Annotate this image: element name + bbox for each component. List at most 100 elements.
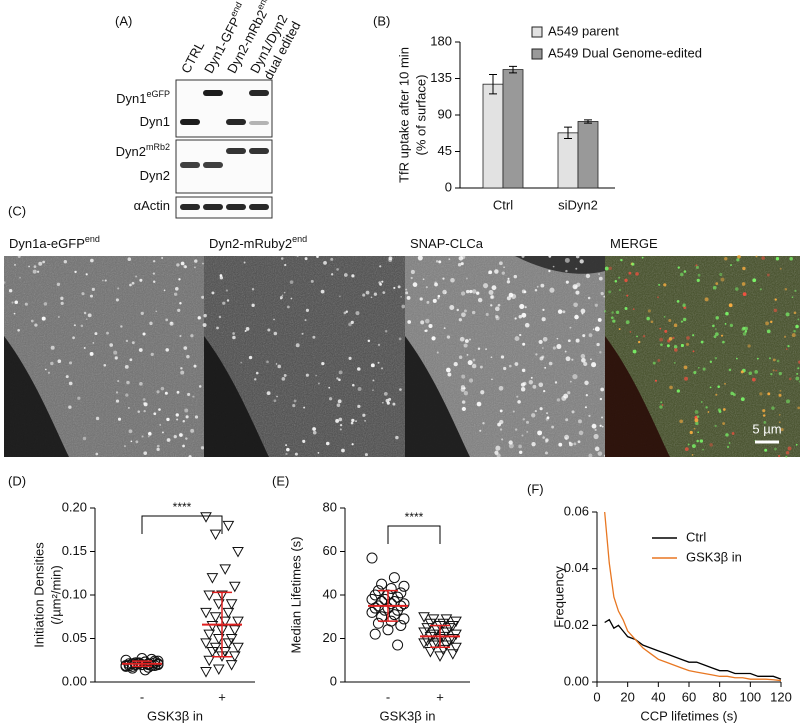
speckle bbox=[532, 384, 537, 389]
speckle bbox=[316, 255, 319, 258]
speckle bbox=[740, 397, 745, 402]
speckle bbox=[740, 370, 744, 374]
speckle bbox=[126, 380, 130, 385]
speckle bbox=[537, 430, 543, 436]
speckle bbox=[485, 312, 489, 316]
speckle bbox=[693, 370, 697, 375]
speckle bbox=[377, 361, 380, 364]
speckle bbox=[584, 406, 587, 409]
speckle bbox=[650, 320, 654, 324]
speckle bbox=[524, 306, 527, 309]
speckle bbox=[461, 400, 466, 404]
speckle bbox=[365, 290, 370, 295]
data-point bbox=[398, 598, 410, 610]
row-label-main: Dyn2 bbox=[116, 144, 146, 159]
speckle bbox=[190, 334, 194, 338]
image-label-main: Dyn1a-eGFP bbox=[9, 236, 85, 251]
speckle bbox=[522, 342, 526, 346]
speckle bbox=[466, 353, 469, 356]
data-point bbox=[222, 607, 235, 619]
speckle bbox=[102, 279, 104, 282]
speckle bbox=[614, 280, 618, 283]
y-tick-label: 0.05 bbox=[62, 630, 87, 645]
speckle bbox=[731, 432, 735, 435]
speckle bbox=[763, 420, 767, 424]
speckle bbox=[770, 373, 773, 376]
speckle bbox=[612, 319, 616, 323]
data-point bbox=[232, 547, 244, 558]
speckle bbox=[546, 412, 548, 415]
speckle bbox=[461, 312, 466, 318]
speckle bbox=[695, 421, 699, 426]
speckle bbox=[465, 289, 470, 294]
speckle bbox=[752, 278, 757, 283]
speckle bbox=[548, 269, 551, 273]
speckle bbox=[476, 401, 482, 407]
row-label: Dyn1 bbox=[140, 114, 170, 129]
speckle bbox=[435, 260, 439, 263]
speckle bbox=[294, 452, 298, 456]
speckle bbox=[143, 451, 148, 455]
speckle bbox=[434, 282, 438, 287]
speckle bbox=[255, 371, 259, 375]
speckle bbox=[724, 382, 726, 385]
speckle bbox=[92, 342, 95, 344]
speckle bbox=[518, 444, 522, 449]
speckle bbox=[87, 313, 92, 318]
speckle bbox=[715, 316, 719, 320]
speckle bbox=[169, 321, 174, 326]
speckle bbox=[578, 430, 584, 436]
data-point bbox=[232, 616, 244, 628]
speckle bbox=[180, 370, 185, 375]
speckle bbox=[479, 365, 483, 369]
speckle bbox=[277, 364, 282, 369]
speckle bbox=[629, 331, 632, 333]
speckle bbox=[114, 356, 119, 360]
speckle bbox=[422, 278, 425, 281]
y-tick-label: 0 bbox=[330, 673, 337, 688]
speckle bbox=[787, 344, 790, 348]
speckle bbox=[709, 360, 713, 364]
speckle bbox=[312, 430, 317, 435]
speckle bbox=[730, 264, 732, 267]
speckle bbox=[305, 308, 310, 312]
speckle bbox=[382, 401, 384, 404]
speckle bbox=[556, 344, 562, 350]
data-point bbox=[228, 651, 241, 662]
speckle bbox=[772, 369, 775, 372]
speckle bbox=[702, 448, 704, 451]
speckle bbox=[578, 419, 582, 424]
speckle bbox=[147, 435, 150, 438]
speckle bbox=[464, 339, 469, 343]
speckle bbox=[190, 428, 195, 433]
speckle bbox=[188, 455, 192, 459]
speckle bbox=[32, 269, 37, 274]
band bbox=[249, 148, 269, 154]
speckle bbox=[541, 317, 546, 322]
speckle bbox=[714, 356, 718, 360]
speckle bbox=[674, 348, 678, 352]
speckle bbox=[669, 385, 673, 390]
speckle bbox=[726, 445, 730, 449]
speckle bbox=[797, 318, 800, 321]
speckle bbox=[147, 431, 152, 436]
speckle bbox=[95, 452, 99, 456]
speckle bbox=[724, 257, 728, 261]
data-point bbox=[366, 552, 378, 564]
speckle bbox=[541, 355, 545, 359]
data-point bbox=[446, 634, 459, 645]
speckle bbox=[152, 272, 156, 275]
speckle bbox=[142, 332, 146, 336]
speckle bbox=[785, 312, 790, 317]
speckle bbox=[590, 358, 592, 361]
speckle bbox=[524, 322, 530, 328]
cell-edge bbox=[4, 336, 69, 457]
speckle bbox=[425, 329, 428, 332]
speckle bbox=[722, 340, 725, 344]
speckle bbox=[232, 335, 236, 340]
y-tick-label: 80 bbox=[323, 499, 337, 514]
speckle bbox=[511, 293, 517, 299]
image-label: SNAP-CLCa bbox=[410, 236, 484, 251]
speckle bbox=[495, 445, 501, 451]
speckle bbox=[697, 273, 701, 277]
